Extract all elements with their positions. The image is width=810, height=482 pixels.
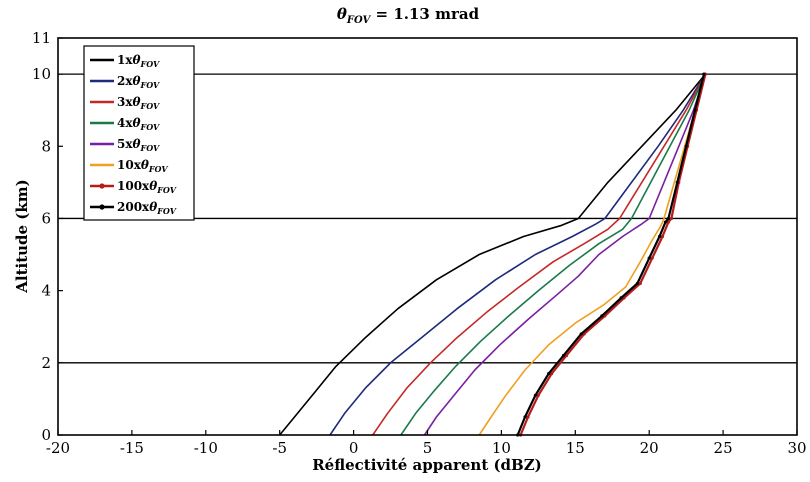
series-line-2x [329, 73, 707, 436]
x-tick-label: -15 [120, 439, 144, 457]
series-point-200x [619, 296, 623, 300]
series-point-100x [660, 234, 665, 239]
series-point-200x [579, 332, 583, 336]
series-line-3x [372, 73, 707, 436]
series-point-200x [666, 216, 671, 221]
legend-marker [99, 183, 105, 189]
y-tick-label: 8 [41, 137, 51, 155]
series-point-200x [523, 415, 527, 419]
x-tick-label: 25 [714, 439, 733, 457]
series-point-100x [536, 393, 540, 397]
series-point-100x [564, 354, 569, 358]
series-line-100x [519, 73, 707, 436]
series-point-200x [663, 220, 668, 224]
x-tick-label: -10 [194, 439, 218, 457]
series-point-200x [600, 314, 604, 318]
legend-marker [99, 204, 105, 210]
series-group [279, 72, 707, 437]
series-point-200x [635, 281, 639, 286]
legend-label: 1xθFOV [117, 53, 160, 69]
series-point-100x [650, 256, 654, 260]
y-tick-label: 10 [32, 65, 51, 83]
series-line-10x [478, 73, 707, 436]
x-tick-label: 5 [423, 439, 433, 457]
legend-label: 100xθFOV [117, 179, 177, 195]
chart-title-value: = 1.13 mrad [370, 5, 479, 23]
legend: 1xθFOV 2xθFOV 3xθFOV 4xθFOV 5xθFOV 10xθFOV 100… [83, 45, 195, 221]
legend-label: 4xθFOV [117, 116, 160, 132]
y-axis-label: Altitude (km) [13, 179, 31, 294]
series-point-200x [693, 108, 697, 112]
series-point-200x [702, 72, 706, 76]
series-line-5x [423, 73, 707, 436]
x-tick-label: 10 [492, 439, 511, 457]
series-point-200x [647, 256, 651, 260]
x-tick-label: 20 [640, 439, 659, 457]
chart-title-subscript: FOV [346, 15, 372, 26]
y-tick-label: 11 [32, 29, 51, 47]
legend-label: 10xθFOV [117, 158, 168, 174]
series-point-100x [526, 415, 530, 419]
series-line-4x [400, 73, 707, 436]
y-tick-label: 6 [41, 209, 51, 227]
legend-label: 5xθFOV [117, 137, 160, 153]
y-tick-label: 2 [41, 354, 51, 372]
series-point-200x [657, 234, 662, 239]
series-line-1x [279, 73, 707, 436]
series-point-200x [675, 180, 679, 184]
legend-label: 200xθFOV [117, 200, 177, 216]
x-tick-label: 15 [566, 439, 585, 457]
chart-title: θFOV = 1.13 mrad [337, 5, 480, 26]
series-point-200x [684, 144, 688, 148]
series-point-100x [550, 372, 554, 376]
y-ticks: 0 2 4 6 8 10 11 [32, 29, 63, 444]
chart-title-symbol: θ [337, 5, 347, 23]
series-point-100x [666, 220, 671, 224]
y-tick-label: 0 [41, 426, 51, 444]
x-tick-label: -5 [272, 439, 287, 457]
y-tick-label: 4 [41, 282, 51, 300]
x-tick-label: 30 [787, 439, 806, 457]
series-point-100x [638, 281, 642, 286]
series-point-200x [561, 354, 566, 358]
legend-label: 3xθFOV [117, 95, 160, 111]
legend-label: 2xθFOV [117, 74, 160, 90]
x-tick-label: 0 [349, 439, 359, 457]
series-point-200x [533, 393, 537, 397]
x-ticks: -20 -15 -10 -5 0 5 10 15 20 25 30 [46, 430, 807, 457]
series-point-100x [669, 216, 673, 221]
legend-box [83, 45, 195, 221]
series-point-200x [547, 372, 551, 376]
x-axis-label: Réflectivité apparent (dBZ) [312, 456, 542, 474]
x-tick-label: -20 [46, 439, 70, 457]
